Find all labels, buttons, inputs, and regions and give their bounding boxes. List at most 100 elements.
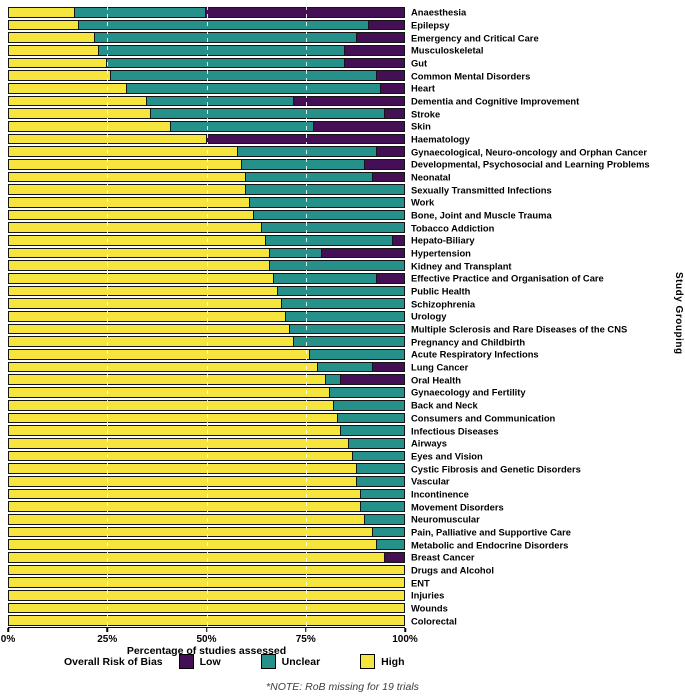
segment-unclear <box>150 108 386 120</box>
stacked-bar <box>8 311 405 322</box>
segment-high <box>8 488 362 500</box>
bar-row: Vascular <box>8 475 450 488</box>
stacked-bar <box>8 349 405 360</box>
bar-row: Stroke <box>8 107 440 120</box>
stacked-bar <box>8 159 405 170</box>
segment-unclear <box>349 437 405 449</box>
category-label: Infectious Diseases <box>411 424 499 436</box>
segment-unclear <box>127 83 382 94</box>
stacked-bar <box>8 425 405 436</box>
segment-unclear <box>246 184 405 196</box>
bar-row: Developmental, Psychosocial and Learning… <box>8 158 650 171</box>
stacked-bar <box>8 171 405 183</box>
segment-unclear <box>146 95 294 107</box>
segment-high <box>8 57 108 69</box>
category-label: Heart <box>411 82 435 94</box>
category-label: Bone, Joint and Muscle Trauma <box>411 209 552 221</box>
stacked-bar <box>8 285 405 297</box>
segment-unclear <box>107 57 346 69</box>
segment-high <box>8 463 358 474</box>
x-tick <box>404 628 406 632</box>
category-label: Urology <box>411 310 447 322</box>
segment-low <box>381 83 405 94</box>
bar-row: Oral Health <box>8 373 461 386</box>
stacked-bar <box>8 222 405 234</box>
segment-high <box>8 45 100 56</box>
segment-unclear <box>361 501 405 512</box>
segment-low <box>369 19 405 31</box>
segment-low <box>377 70 405 82</box>
segment-high <box>8 450 354 462</box>
segment-unclear <box>262 222 405 234</box>
stacked-bar <box>8 463 405 474</box>
stacked-bar <box>8 146 405 158</box>
plot-area: Anaesthesia Epilepsy Emergency and Critica… <box>8 6 650 627</box>
bar-row: Eyes and Vision <box>8 450 483 463</box>
segment-high <box>8 235 267 246</box>
bar-row: Effective Practice and Organisation of C… <box>8 272 604 285</box>
bar-row: Public Health <box>8 285 470 298</box>
bar-row: Musculoskeletal <box>8 44 483 57</box>
segment-high <box>8 425 342 436</box>
bar-row: Incontinence <box>8 488 469 501</box>
segment-unclear <box>246 171 374 183</box>
segment-unclear <box>266 235 394 246</box>
segment-unclear <box>250 197 405 208</box>
x-tick-label: 25% <box>97 634 118 645</box>
stacked-bar <box>8 7 405 18</box>
segment-high <box>8 539 378 550</box>
bar-row: Lung Cancer <box>8 361 468 374</box>
bar-row: Gynaecology and Fertility <box>8 386 526 399</box>
category-label: Back and Neck <box>411 399 478 411</box>
segment-unclear <box>329 387 405 398</box>
segment-low <box>365 159 405 170</box>
category-label: Hepato-Biliary <box>411 234 475 246</box>
stacked-bar <box>8 399 405 411</box>
footnote: *NOTE: RoB missing for 19 trials <box>266 681 419 693</box>
bar-row: Emergency and Critical Care <box>8 31 539 44</box>
bar-row: Heart <box>8 82 435 95</box>
bar-row: Dementia and Cognitive Improvement <box>8 95 579 108</box>
segment-high <box>8 260 271 272</box>
x-tick-label: 75% <box>295 634 316 645</box>
category-label: Multiple Sclerosis and Rare Diseases of … <box>411 323 628 335</box>
segment-high <box>8 184 247 196</box>
segment-unclear <box>281 298 405 310</box>
category-label: Gut <box>411 57 428 69</box>
segment-low <box>377 273 405 284</box>
segment-unclear <box>99 45 346 56</box>
stacked-bar <box>8 513 405 525</box>
stacked-bar <box>8 488 405 500</box>
bar-row: Pain, Palliative and Supportive Care <box>8 526 571 539</box>
stacked-bar <box>8 83 405 94</box>
segment-high <box>8 387 330 398</box>
stacked-bar <box>8 19 405 31</box>
segment-unclear <box>353 450 405 462</box>
stacked-bar <box>8 70 405 82</box>
stacked-bar <box>8 475 405 487</box>
legend-swatch <box>260 654 276 669</box>
category-label: Work <box>411 196 435 208</box>
bar-row: Cystic Fibrosis and Genetic Disorders <box>8 462 581 475</box>
stacked-bar <box>8 387 405 398</box>
legend: Overall Risk of Bias Low Unclear High <box>64 654 445 669</box>
category-label: Pain, Palliative and Supportive Care <box>411 526 571 538</box>
segment-unclear <box>285 311 405 322</box>
bar-row: Back and Neck <box>8 399 478 412</box>
category-label: Anaesthesia <box>411 6 467 18</box>
x-tick <box>205 628 208 632</box>
bar-row: Skin <box>8 120 431 133</box>
category-label: Haematology <box>411 133 470 145</box>
category-label: Lung Cancer <box>411 361 469 373</box>
category-label: Airways <box>411 437 447 449</box>
category-label: Epilepsy <box>411 19 450 31</box>
stacked-bar <box>8 526 405 538</box>
stacked-bar <box>8 121 405 132</box>
segment-unclear <box>377 539 405 550</box>
segment-unclear <box>270 260 405 272</box>
bar-row: Metabolic and Endocrine Disorders <box>8 538 568 551</box>
segment-unclear <box>170 121 314 132</box>
category-label: Pregnancy and Childbirth <box>411 336 526 348</box>
bar-row: Bone, Joint and Muscle Trauma <box>8 209 552 222</box>
segment-unclear <box>357 463 405 474</box>
